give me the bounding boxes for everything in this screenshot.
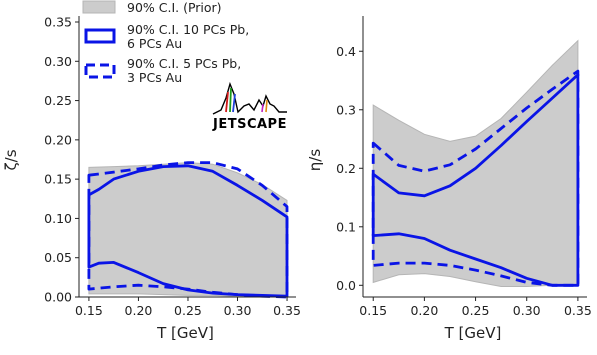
zeta-five-pcs-band [87, 161, 289, 299]
eta-y-tick-label: 0.0 [336, 278, 356, 293]
zeta-over-s-panel: 0.15 0.20 0.25 0.30 0.35 0.00 0.05 0.10 0.15 0.20… [2, 15, 301, 343]
legend-prior-label: 90% C.I. (Prior) [127, 0, 222, 15]
zeta-y-tick-label: 0.00 [44, 290, 72, 305]
eta-x-tick-label: 0.20 [410, 303, 438, 318]
legend-ten-pcs-label-line2: 6 PCs Au [127, 36, 182, 51]
eta-x-tick-label: 0.15 [359, 303, 387, 318]
eta-y-tick-label: 0.1 [336, 219, 356, 234]
legend-prior-swatch [82, 0, 116, 14]
logo-red-track-icon [225, 91, 229, 113]
eta-five-pcs-band [371, 69, 580, 287]
legend-five-pcs-label-line1: 90% C.I. 5 PCs Pb, [127, 56, 241, 71]
zeta-y-tick-label: 0.05 [44, 250, 72, 265]
eta-y-axis-label: η/s [306, 149, 324, 172]
zeta-y-tick-label: 0.30 [44, 54, 72, 69]
legend-five-pcs-swatch [84, 63, 116, 79]
zeta-x-axis-label: T [GeV] [156, 324, 214, 342]
zeta-y-tick-label: 0.20 [44, 132, 72, 147]
eta-y-tick-label: 0.2 [336, 161, 356, 176]
logo-green-track-icon [229, 87, 232, 113]
logo-blue-track-icon [232, 93, 236, 113]
legend-five-pcs-label-line2: 3 PCs Au [127, 70, 182, 85]
zeta-y-tick-label: 0.35 [44, 15, 72, 30]
eta-x-tick-label: 0.35 [564, 303, 592, 318]
zeta-ten-pcs-band [87, 164, 289, 298]
logo-orange-track-icon [265, 99, 268, 113]
legend: 90% C.I. (Prior) 90% C.I. 10 PCs Pb, 6 P… [82, 0, 249, 85]
eta-over-s-panel: 0.15 0.20 0.25 0.30 0.35 0.0 0.1 0.2 0.3 0.4 T [Ge… [306, 16, 592, 342]
logo-text: JETSCAPE [212, 117, 287, 132]
eta-ten-pcs-band [371, 73, 580, 287]
jetscape-logo: JETSCAPE [212, 81, 287, 132]
eta-x-tick-label: 0.30 [513, 303, 541, 318]
logo-waveform-icon [212, 81, 287, 115]
logo-magenta-track-icon [261, 103, 264, 113]
eta-y-tick-label: 0.4 [336, 44, 356, 59]
eta-prior-band [372, 39, 579, 287]
zeta-x-tick-label: 0.35 [273, 303, 301, 318]
zeta-y-axis-label: ζ/s [2, 149, 20, 170]
zeta-y-tick-label: 0.25 [44, 93, 72, 108]
zeta-y-tick-label: 0.15 [44, 172, 72, 187]
zeta-prior-band [88, 162, 288, 298]
zeta-y-tick-label: 0.10 [44, 211, 72, 226]
zeta-x-tick-label: 0.20 [125, 303, 153, 318]
eta-x-axis-label: T [GeV] [444, 324, 502, 342]
zeta-x-tick-label: 0.30 [224, 303, 252, 318]
eta-x-tick-label: 0.25 [462, 303, 490, 318]
zeta-x-tick-label: 0.25 [174, 303, 202, 318]
legend-ten-pcs-swatch [84, 28, 116, 44]
legend-ten-pcs-label-line1: 90% C.I. 10 PCs Pb, [127, 22, 249, 37]
eta-y-tick-label: 0.3 [336, 102, 356, 117]
zeta-x-tick-label: 0.15 [75, 303, 103, 318]
